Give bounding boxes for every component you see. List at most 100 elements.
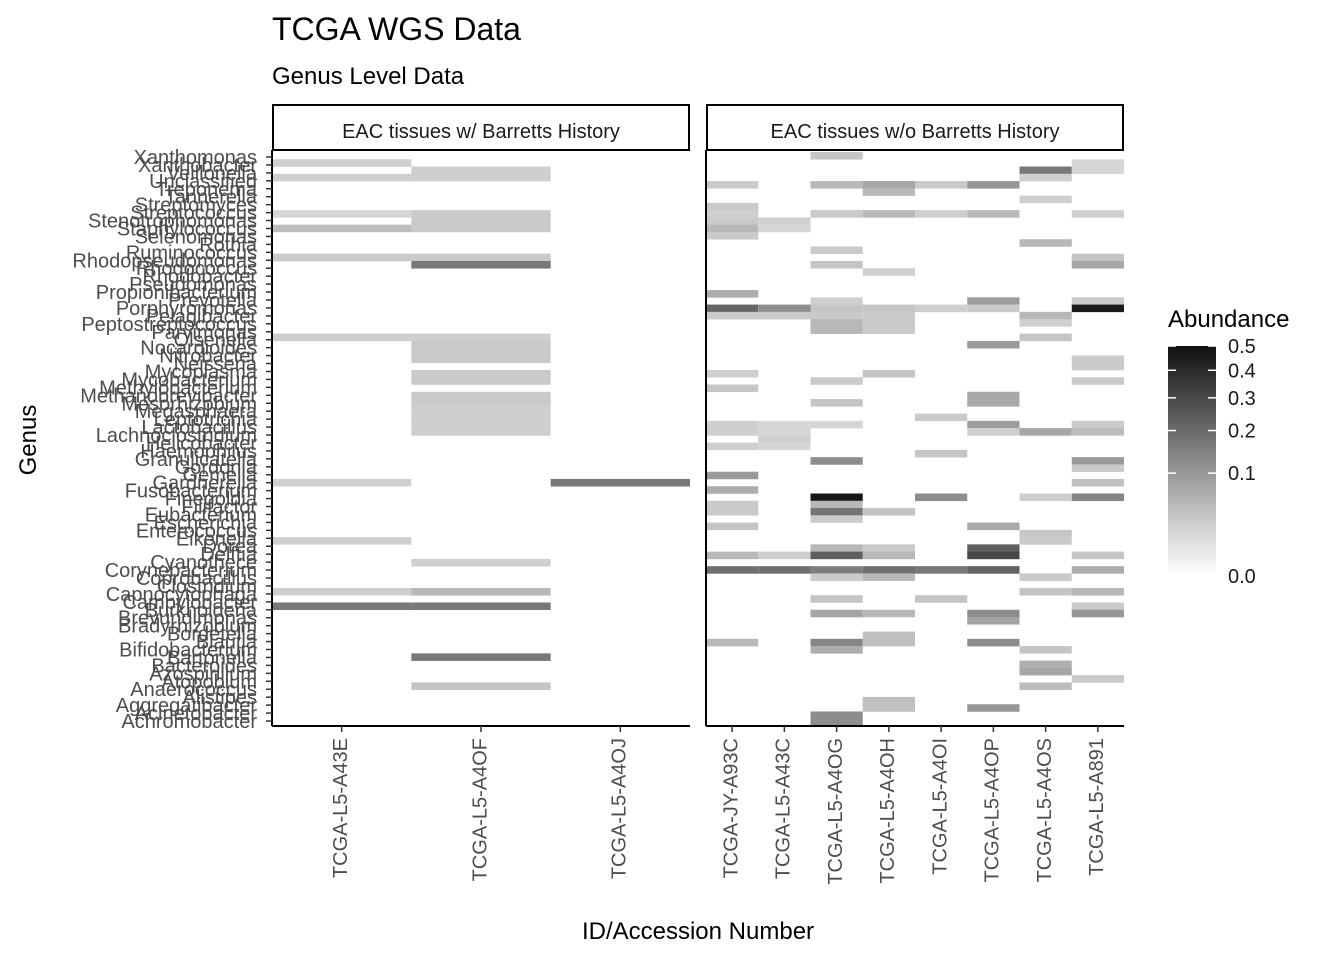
y-tick-label: Ruminococcus — [126, 242, 257, 264]
heatmap-cell — [1019, 166, 1072, 175]
y-axis: XanthomonasXanthobacterVeillonellaUnclas… — [72, 147, 272, 733]
y-tick-label: Aggregatibacter — [116, 695, 258, 717]
y-tick-label: Unclassified — [149, 171, 257, 193]
y-tick-label: Megasphaera — [135, 401, 258, 423]
facet-strip — [706, 104, 1124, 151]
y-tick-label: Coprobacillus — [136, 568, 257, 590]
heatmap-cell — [810, 566, 863, 574]
heatmap-cell — [862, 319, 915, 327]
heatmap-cell — [758, 442, 811, 451]
x-tick-label: TCGA-L5-A43E — [330, 738, 352, 878]
y-tick-label: Bacteroides — [151, 655, 257, 677]
heatmap-cell — [411, 355, 551, 364]
y-tick-label: Parvimonas — [151, 322, 257, 344]
heatmap-cell — [862, 268, 915, 276]
legend-tick-label: 0.0 — [1228, 566, 1256, 588]
heatmap-cell — [706, 500, 759, 509]
heatmap-cell — [1071, 428, 1124, 436]
heatmap-cell — [1019, 173, 1072, 182]
heatmap-cell — [967, 420, 1020, 429]
heatmap-cell — [810, 638, 863, 647]
y-tick-label: Leptotrichia — [154, 409, 258, 431]
heatmap-cell — [915, 449, 968, 458]
heatmap-cell — [1019, 311, 1072, 320]
y-tick-label: Eubacterium — [145, 504, 257, 526]
heatmap-cell — [706, 486, 759, 494]
y-tick-label: Nocardioides — [140, 338, 257, 360]
heatmap-cell — [862, 704, 915, 712]
y-tick-label: Streptococcus — [130, 203, 257, 225]
heatmap-cell — [411, 558, 551, 567]
heatmap-cell — [1019, 195, 1072, 204]
heatmap-cell — [706, 181, 759, 189]
heatmap-cell — [411, 377, 551, 385]
heatmap-cell — [810, 210, 863, 218]
heatmap-cell — [706, 522, 759, 531]
y-tick-label: Mesorhizobium — [121, 393, 257, 415]
heatmap-cell — [862, 326, 915, 334]
heatmap-cell — [1071, 566, 1124, 574]
heatmap-cell — [810, 399, 863, 407]
y-tick-label: Fusobacterium — [125, 481, 257, 503]
y-tick-label: Bartonella — [167, 647, 258, 669]
y-tick-label: Mycobacterium — [121, 369, 257, 391]
y-axis-title: Genus — [15, 405, 42, 476]
heatmap-cell — [758, 304, 811, 313]
heatmap-cell — [810, 646, 863, 654]
y-tick-label: Rothia — [199, 234, 258, 256]
legend-tick-label: 0.5 — [1228, 336, 1256, 358]
heatmap-cell — [1071, 602, 1124, 611]
heatmap-cell — [915, 595, 968, 603]
y-tick-label: Rhodococcus — [136, 258, 257, 280]
heatmap-cell — [967, 340, 1020, 349]
heatmap-cell — [1071, 587, 1124, 596]
heatmap-cell — [706, 231, 759, 240]
y-tick-label: Bifidobacterium — [119, 640, 257, 662]
heatmap-cell — [272, 602, 412, 611]
y-tick-label: Pseudomonas — [129, 274, 257, 296]
x-tick-label: TCGA-L5-A4OJ — [609, 738, 631, 879]
heatmap-cell — [411, 602, 551, 611]
heatmap-cell — [915, 210, 968, 218]
y-tick-label: Haemophilus — [140, 441, 257, 463]
y-tick-label: Clostridium — [157, 576, 257, 598]
x-tick-label: TCGA-L5-A4OI — [929, 738, 951, 875]
heatmap-cell — [706, 384, 759, 393]
heatmap-cell — [411, 333, 551, 342]
y-tick-label: Neisseria — [174, 354, 258, 376]
heatmap-cell — [1071, 166, 1124, 175]
heatmap-cell — [706, 217, 759, 225]
y-tick-label: Xanthobacter — [138, 155, 257, 177]
heatmap-cell — [272, 537, 412, 545]
facet-panel: EAC tissues w/o Barretts History TCGA-JY-… — [705, 104, 1124, 885]
heatmap-cell — [411, 348, 551, 356]
legend: Abundance 0.50.4 0.3 0.2 0.1 0.0 — [1168, 306, 1289, 588]
heatmap-cell — [862, 311, 915, 320]
heatmap-cell — [810, 544, 863, 552]
heatmap-cell — [810, 573, 863, 581]
y-tick-label: Burkholderia — [145, 600, 258, 622]
y-tick-label: Dorea — [203, 536, 258, 558]
heatmap-cell — [862, 508, 915, 516]
heatmap-cell — [1071, 304, 1124, 313]
heatmap-cell — [272, 587, 412, 596]
y-tick-label: Rhodopseudomonas — [72, 250, 257, 272]
heatmap-cell — [810, 508, 863, 516]
heatmap-cell — [1071, 609, 1124, 618]
heatmap-cell — [411, 166, 551, 175]
heatmap-cell — [810, 551, 863, 560]
heatmap-cell — [1071, 253, 1124, 262]
heatmap-cell — [1071, 297, 1124, 305]
heatmap-cell — [411, 253, 551, 262]
y-tick-label: Enterococcus — [136, 520, 257, 542]
x-tick-label: TCGA-L5-A43C — [773, 738, 795, 879]
heatmap-cell — [411, 260, 551, 269]
heatmap-cell — [915, 181, 968, 189]
heatmap-cell — [550, 478, 690, 487]
heatmap-cell — [758, 311, 811, 320]
heatmap-cell — [758, 217, 811, 225]
heatmap-cell — [1071, 551, 1124, 560]
heatmap-cell — [1071, 210, 1124, 218]
heatmap-cell — [810, 718, 863, 727]
